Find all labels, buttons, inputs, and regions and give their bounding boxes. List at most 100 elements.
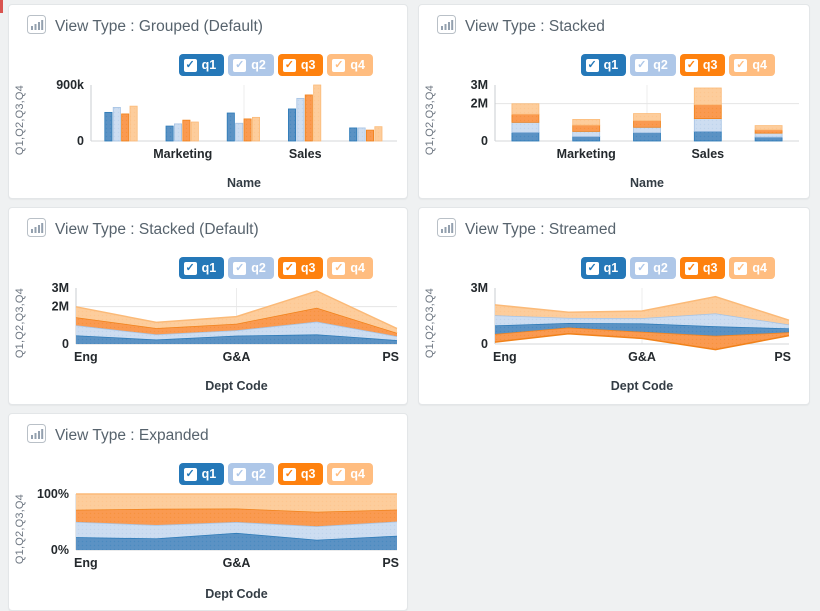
bar-segment-q4[interactable]: [511, 103, 540, 115]
checkbox-icon: ✓: [734, 261, 748, 275]
bar-segment-q1[interactable]: [693, 130, 722, 142]
x-tick-label: Eng: [493, 350, 517, 364]
bar-q1[interactable]: [226, 112, 235, 142]
panel-header: View Type : Grouped (Default): [9, 5, 407, 39]
expanded-area-chart[interactable]: 100% 0% Eng G&A PS Dept Code: [9, 488, 407, 610]
bar-q1[interactable]: [349, 127, 358, 142]
panel-header: View Type : Stacked (Default): [9, 208, 407, 242]
left-edge-artifact: [0, 0, 3, 13]
legend-q4-button[interactable]: ✓ q4: [729, 257, 775, 279]
bar-segment-q2[interactable]: [693, 118, 722, 132]
bar-segment-q4[interactable]: [633, 113, 661, 122]
checkbox-icon: ✓: [332, 467, 346, 481]
bar-q4[interactable]: [374, 126, 383, 142]
bar-segment-q3[interactable]: [511, 113, 540, 123]
panel-header: View Type : Stacked: [419, 5, 809, 39]
bar-segment-q3[interactable]: [633, 120, 661, 128]
stream-chart[interactable]: 3M 0 Eng G&A PS Dept Code: [419, 282, 809, 404]
bar-q2[interactable]: [357, 127, 366, 142]
legend: ✓ q1 ✓ q2 ✓ q3 ✓ q4: [580, 257, 775, 279]
legend-label: q4: [350, 261, 365, 275]
legend-label: q4: [350, 58, 365, 72]
bar-q3[interactable]: [243, 118, 252, 142]
bar-q2[interactable]: [173, 123, 182, 142]
legend-q4-button[interactable]: ✓ q4: [327, 257, 373, 279]
y-tick-label: 900k: [56, 79, 84, 92]
stream-layer-q1[interactable]: [495, 323, 789, 336]
checkbox-icon: ✓: [635, 58, 649, 72]
bar-q1[interactable]: [165, 125, 174, 142]
legend-label: q4: [752, 261, 767, 275]
legend-q1-button[interactable]: ✓ q1: [178, 463, 225, 485]
y-tick-label: 100%: [37, 488, 69, 501]
bar-q3[interactable]: [121, 113, 130, 142]
grouped-bar-chart[interactable]: 900k 0 Marketing Sales Name: [9, 79, 407, 198]
area-q4[interactable]: [76, 494, 397, 512]
checkbox-icon: ✓: [684, 261, 698, 275]
legend-q3-button[interactable]: ✓ q3: [679, 257, 726, 279]
legend-q1-button[interactable]: ✓ q1: [580, 257, 627, 279]
area-q3[interactable]: [76, 307, 397, 337]
legend-label: q1: [201, 261, 217, 275]
bar-segment-q4[interactable]: [572, 119, 601, 126]
legend-label: q2: [653, 58, 668, 72]
bar-q3[interactable]: [365, 129, 374, 142]
bar-segment-q1[interactable]: [572, 136, 601, 142]
legend-q3-button[interactable]: ✓ q3: [277, 257, 324, 279]
y-tick-label: 0%: [51, 543, 69, 557]
legend-q2-button[interactable]: ✓ q2: [630, 257, 676, 279]
area-q1[interactable]: [76, 334, 397, 344]
bar-q4[interactable]: [190, 121, 199, 142]
y-tick-label: 2M: [471, 97, 488, 111]
bar-segment-q3[interactable]: [572, 124, 601, 132]
bar-chart-icon: [27, 15, 46, 39]
stacked-bar-chart[interactable]: 3M 2M 0 Marketing Sales Name: [419, 79, 809, 198]
stream-layer-q4[interactable]: [495, 296, 789, 325]
legend-label: q3: [300, 58, 316, 72]
bar-q2[interactable]: [112, 106, 121, 142]
legend-q4-button[interactable]: ✓ q4: [729, 54, 775, 76]
legend-q4-button[interactable]: ✓ q4: [327, 463, 373, 485]
area-q2[interactable]: [76, 521, 397, 540]
bar-segment-q2[interactable]: [633, 126, 661, 133]
bar-q4[interactable]: [129, 105, 138, 142]
area-q3[interactable]: [76, 508, 397, 527]
bar-q3[interactable]: [182, 119, 191, 142]
legend-q3-button[interactable]: ✓ q3: [277, 463, 324, 485]
legend-q2-button[interactable]: ✓ q2: [228, 257, 274, 279]
legend-q2-button[interactable]: ✓ q2: [228, 463, 274, 485]
bar-segment-q4[interactable]: [693, 87, 722, 106]
bar-q1[interactable]: [287, 108, 296, 142]
bar-chart-icon: [27, 218, 46, 242]
bar-q2[interactable]: [296, 97, 305, 142]
bar-q3[interactable]: [304, 94, 313, 142]
legend-q1-button[interactable]: ✓ q1: [580, 54, 627, 76]
legend-q4-button[interactable]: ✓ q4: [327, 54, 373, 76]
area-edge-q4: [75, 290, 398, 330]
bar-q1[interactable]: [104, 111, 113, 142]
stacked-area-chart[interactable]: 3M 2M 0 Eng G&A PS Dept Code: [9, 282, 407, 404]
legend-q3-button[interactable]: ✓ q3: [679, 54, 726, 76]
legend-q2-button[interactable]: ✓ q2: [630, 54, 676, 76]
bar-segment-q2[interactable]: [511, 121, 540, 133]
bar-segment-q1[interactable]: [511, 132, 540, 142]
bar-q2[interactable]: [235, 122, 244, 142]
checkbox-icon: ✓: [233, 467, 247, 481]
legend-q1-button[interactable]: ✓ q1: [178, 54, 225, 76]
legend-label: q3: [702, 58, 718, 72]
bar-segment-q3[interactable]: [754, 129, 783, 134]
bar-q4[interactable]: [251, 116, 260, 142]
legend-label: q4: [350, 467, 365, 481]
stream-layer-q2[interactable]: [495, 313, 789, 329]
area-q1[interactable]: [76, 532, 397, 550]
legend-q3-button[interactable]: ✓ q3: [277, 54, 324, 76]
bar-q4[interactable]: [313, 84, 322, 142]
legend-q1-button[interactable]: ✓ q1: [178, 257, 225, 279]
bar-segment-q3[interactable]: [693, 104, 722, 120]
bar-segment-q1[interactable]: [754, 136, 783, 142]
legend-q2-button[interactable]: ✓ q2: [228, 54, 274, 76]
bar-segment-q2[interactable]: [572, 130, 601, 137]
bar-segment-q4[interactable]: [754, 125, 783, 131]
bar-segment-q2[interactable]: [754, 132, 783, 138]
bar-segment-q1[interactable]: [633, 132, 661, 142]
